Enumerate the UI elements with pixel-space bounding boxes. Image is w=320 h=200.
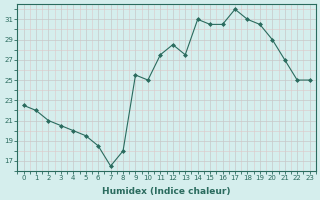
X-axis label: Humidex (Indice chaleur): Humidex (Indice chaleur) [102,187,231,196]
